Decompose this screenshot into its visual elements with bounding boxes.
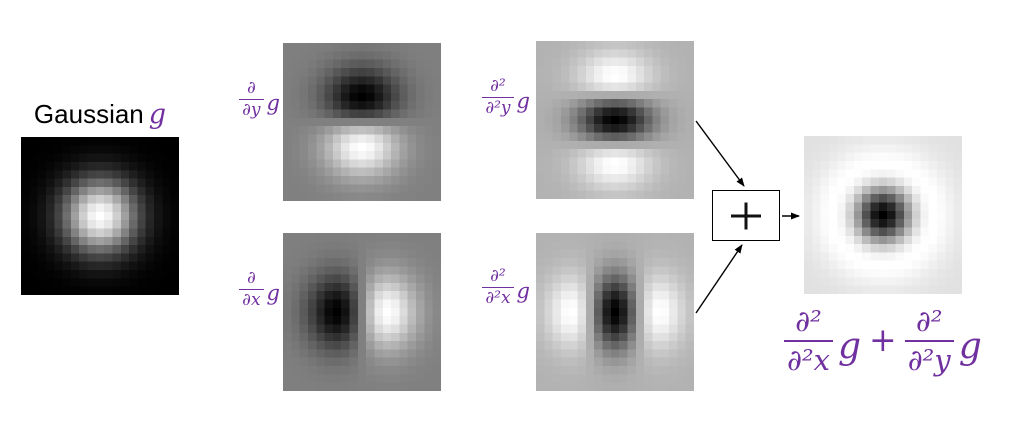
formula-f1-denominator: ∂²x (787, 343, 830, 378)
fraction-bar (904, 339, 954, 343)
dxx-gvar: g (516, 279, 530, 303)
dyy-fraction: ∂² ∂²y (482, 75, 514, 119)
flow-arrow (695, 120, 745, 187)
dyy-numerator: ∂² (490, 75, 506, 96)
formula-f2-numerator: ∂² (915, 304, 943, 338)
dy-denominator: ∂y (242, 100, 261, 121)
dy-gvar: g (266, 91, 280, 115)
dy-fraction: ∂ ∂y (239, 77, 264, 121)
plus-icon (744, 202, 748, 229)
formula-f2-gvar: g (958, 326, 982, 368)
dy-numerator: ∂ (246, 77, 256, 98)
laplacian-formula: ∂² ∂²x g + ∂² ∂²y g (784, 304, 982, 378)
dyy-label: ∂² ∂²y g (458, 74, 530, 122)
fraction-bar (482, 96, 514, 99)
dyy-kernel-image (536, 41, 694, 199)
dx-label: ∂ ∂x g (208, 266, 280, 314)
flow-arrow (695, 244, 743, 314)
dx-kernel-image (283, 233, 441, 391)
dx-gvar: g (266, 281, 280, 305)
dx-fraction: ∂ ∂x (239, 267, 264, 311)
dx-numerator: ∂ (246, 267, 256, 288)
dyy-gvar: g (516, 89, 530, 113)
fraction-bar (784, 339, 833, 343)
gaussian-title-text: Gaussian (33, 99, 144, 129)
sum-operator-box (712, 190, 780, 241)
dxx-denominator: ∂²x (485, 288, 511, 309)
fraction-bar (239, 98, 264, 101)
dxx-label: ∂² ∂²x g (458, 264, 530, 312)
dxx-fraction: ∂² ∂²x (482, 265, 514, 309)
dx-denominator: ∂x (242, 290, 261, 311)
formula-fraction-y: ∂² ∂²y (904, 304, 954, 378)
dxx-numerator: ∂² (490, 265, 506, 286)
dy-label: ∂ ∂y g (208, 76, 280, 124)
formula-f1-numerator: ∂² (795, 304, 822, 338)
formula-f2-denominator: ∂²y (907, 343, 951, 378)
fraction-bar (239, 288, 264, 291)
laplacian-of-gaussian-image (804, 136, 962, 294)
dy-kernel-image (283, 43, 441, 201)
dxx-kernel-image (536, 233, 694, 391)
gaussian-title: Gaussian g (10, 99, 190, 130)
formula-fraction-x: ∂² ∂²x (784, 304, 833, 378)
gaussian-kernel-image (21, 137, 179, 295)
gaussian-title-var: g (148, 99, 167, 130)
formula-f1-gvar: g (837, 326, 862, 368)
fraction-bar (482, 286, 514, 289)
formula-plus: + (869, 320, 897, 360)
dyy-denominator: ∂²y (485, 98, 511, 119)
